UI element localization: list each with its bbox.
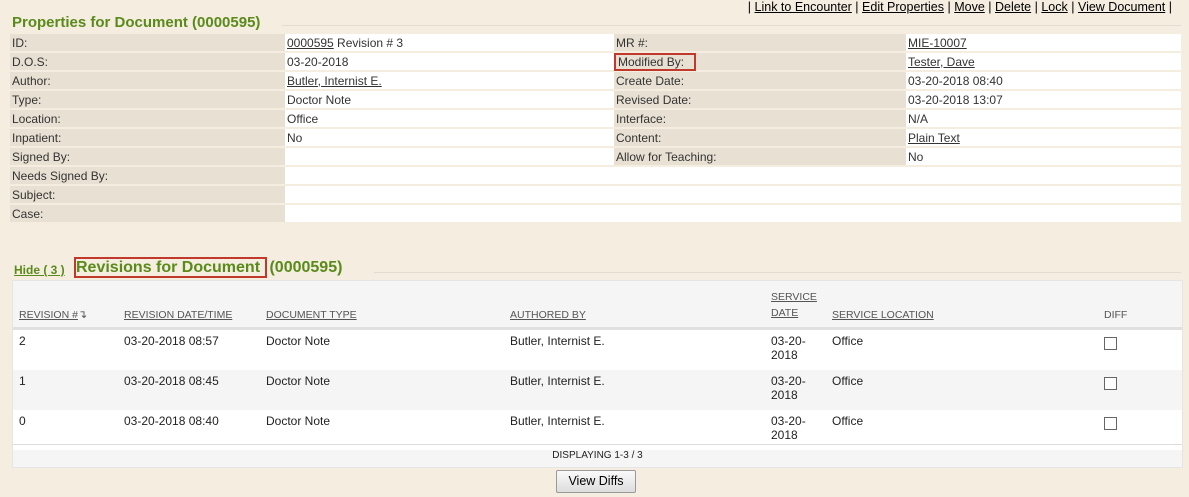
col-revision-date[interactable]: REVISION DATE/TIME	[124, 309, 233, 321]
revisions-title: Revisions for Document	[73, 257, 268, 278]
property-label: Author:	[10, 72, 285, 91]
revision-row[interactable]: 1 03-20-2018 08:45 Doctor Note Butler, Inte…	[13, 370, 1182, 410]
property-value-link[interactable]: Plain Text	[908, 130, 960, 145]
revisions-document-id: (0000595)	[265, 259, 343, 276]
revision-row[interactable]: 0 03-20-2018 08:40 Doctor Note Butler, Inte…	[13, 410, 1182, 450]
revision-author: Butler, Internist E.	[504, 410, 765, 450]
property-row: Type: Doctor Note Revised Date: 03-20-2018 …	[10, 91, 1181, 110]
property-value: Doctor Note	[287, 92, 352, 107]
property-label: Type:	[10, 91, 285, 110]
property-value: 03-20-2018	[287, 54, 349, 69]
col-revision[interactable]: REVISION #	[19, 309, 78, 321]
property-label: Needs Signed By:	[10, 167, 285, 186]
sort-down-arrow-icon: ↴	[77, 309, 88, 321]
view-diffs-button[interactable]: View Diffs	[556, 470, 636, 493]
property-label: Signed By:	[10, 148, 285, 167]
col-service-location[interactable]: SERVICE LOCATION	[832, 309, 934, 321]
revision-author: Butler, Internist E.	[504, 328, 765, 370]
property-row: Location: Office Interface: N/A	[10, 110, 1181, 129]
edit-properties-link[interactable]: Edit Properties	[862, 0, 945, 14]
property-value-link[interactable]: Tester, Dave	[908, 54, 975, 69]
revision-author: Butler, Internist E.	[504, 370, 765, 410]
revision-rev: 0	[13, 410, 118, 450]
revision-rev: 1	[13, 370, 118, 410]
property-label: Allow for Teaching:	[616, 149, 717, 164]
property-label: Create Date:	[616, 73, 685, 88]
revision-type: Doctor Note	[260, 410, 504, 450]
revision-service-date: 03-20-2018	[765, 410, 826, 450]
revision-service-date: 03-20-2018	[765, 370, 826, 410]
diff-checkbox[interactable]	[1104, 377, 1117, 390]
col-document-type[interactable]: DOCUMENT TYPE	[266, 309, 357, 321]
revision-location: Office	[826, 370, 1098, 410]
property-label: MR #:	[616, 35, 649, 50]
diff-checkbox[interactable]	[1104, 337, 1117, 350]
property-row: Signed By: Allow for Teaching: No	[10, 148, 1181, 167]
revision-service-date: 03-20-2018	[765, 328, 826, 370]
revision-location: Office	[826, 328, 1098, 370]
lock-link[interactable]: Lock	[1041, 0, 1068, 14]
property-row: ID: 0000595 Revision # 3 MR #: MIE-10007	[10, 34, 1181, 53]
link-to-encounter[interactable]: Link to Encounter	[754, 0, 852, 14]
move-link[interactable]: Move	[954, 0, 985, 14]
property-value: Office	[287, 111, 319, 126]
view-document-link[interactable]: View Document	[1077, 0, 1166, 14]
revision-location: Office	[826, 410, 1098, 450]
property-row: Case:	[10, 205, 1181, 224]
property-label: ID:	[10, 34, 285, 53]
property-value: 03-20-2018 08:40	[906, 72, 1181, 91]
property-label: Modified By:	[613, 52, 697, 71]
property-value-link[interactable]: Butler, Internist E.	[287, 73, 382, 88]
col-service-date[interactable]: SERVICE DATE	[771, 291, 817, 319]
property-label: Location:	[10, 110, 285, 129]
col-diff: DIFF	[1098, 281, 1182, 330]
hide-revisions-link[interactable]: Hide ( 3 )	[14, 263, 65, 277]
property-label: Content:	[616, 130, 662, 145]
divider	[374, 272, 1181, 273]
property-label: Subject:	[10, 186, 285, 205]
revision-type: Doctor Note	[260, 370, 504, 410]
property-label: Revised Date:	[616, 92, 692, 107]
property-row: Needs Signed By:	[10, 167, 1181, 186]
property-value-link[interactable]: MIE-10007	[908, 35, 967, 50]
revision-row[interactable]: 2 03-20-2018 08:57 Doctor Note Butler, Inte…	[13, 328, 1182, 370]
revisions-table: REVISION #↴ REVISION DATE/TIME DOCUMENT …	[12, 280, 1183, 468]
document-actions: | Link to Encounter | Edit Properties | …	[747, 0, 1172, 14]
property-label: D.O.S:	[10, 53, 285, 72]
col-authored-by[interactable]: AUTHORED BY	[510, 309, 586, 321]
divider	[282, 25, 1181, 26]
property-row: Inpatient: No Content: Plain Text	[10, 129, 1181, 148]
revision-date: 03-20-2018 08:45	[118, 370, 260, 410]
revision-rev: 2	[13, 328, 118, 370]
property-value: No	[287, 130, 303, 145]
delete-link[interactable]: Delete	[995, 0, 1032, 14]
properties-title: Properties for Document (0000595)	[12, 14, 261, 31]
property-value: 03-20-2018 13:07	[906, 91, 1181, 110]
properties-table: ID: 0000595 Revision # 3 MR #: MIE-10007 D.O…	[10, 34, 1181, 224]
property-row: Author: Butler, Internist E. Create Date: 0…	[10, 72, 1181, 91]
revision-type: Doctor Note	[260, 328, 504, 370]
property-label: Case:	[10, 205, 285, 224]
pagination-status: DISPLAYING 1-3 / 3	[13, 444, 1182, 467]
revision-date: 03-20-2018 08:40	[118, 410, 260, 450]
property-value-link[interactable]: 0000595	[287, 35, 334, 50]
diff-checkbox[interactable]	[1104, 417, 1117, 430]
property-row: D.O.S: 03-20-2018 Modified By: Tester, Dave	[10, 52, 1181, 72]
property-label: Inpatient:	[10, 129, 285, 148]
property-value: Revision # 3	[333, 35, 404, 50]
property-value: No	[906, 148, 1181, 167]
property-row: Subject:	[10, 186, 1181, 205]
revision-date: 03-20-2018 08:57	[118, 328, 260, 370]
property-value: N/A	[906, 110, 1181, 129]
properties-section: Properties for Document (0000595) ID: 000…	[10, 0, 1181, 226]
property-label: Interface:	[616, 111, 667, 126]
